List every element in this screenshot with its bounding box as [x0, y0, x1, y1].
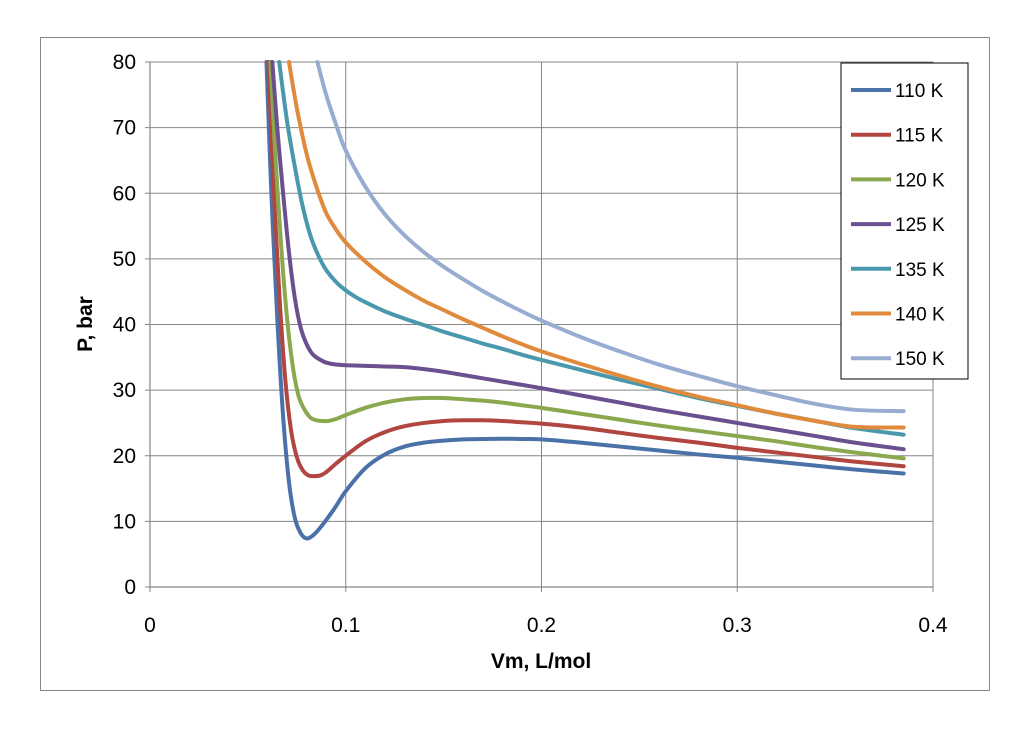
y-tick-label: 50 — [113, 248, 136, 271]
legend-box — [840, 62, 969, 380]
legend-item: 150 K — [851, 349, 945, 370]
legend-label: 140 K — [895, 305, 945, 326]
legend: 110 K 115 K 120 K 125 K 135 K 140 K 150 K — [840, 62, 969, 380]
y-axis-ticks: 0 10 20 30 40 50 60 70 80 — [113, 51, 136, 599]
y-tick-label: 40 — [113, 314, 136, 337]
y-axis-title: P, bar — [74, 296, 97, 352]
x-axis-title: Vm, L/mol — [491, 650, 591, 673]
plot-area — [145, 61, 934, 592]
legend-item: 125 K — [851, 215, 945, 236]
y-tick-label: 0 — [124, 576, 136, 599]
legend-item: 110 K — [851, 81, 944, 102]
series-line-135-k — [277, 60, 906, 437]
y-tick-label: 30 — [113, 379, 136, 402]
x-tick-label: 0.1 — [331, 614, 360, 637]
legend-label: 150 K — [895, 349, 945, 370]
series-line-125-k — [270, 60, 906, 452]
y-tick-label: 10 — [113, 510, 136, 533]
x-tick-label: 0 — [144, 614, 156, 637]
legend-item: 120 K — [851, 170, 945, 191]
series-line-115-k — [266, 60, 906, 479]
x-axis-ticks: 0 0.1 0.2 0.3 0.4 — [144, 614, 948, 637]
legend-label: 115 K — [895, 126, 944, 147]
chart-frame — [40, 37, 990, 691]
x-tick-label: 0.4 — [918, 614, 948, 637]
legend-label: 110 K — [895, 81, 944, 102]
legend-label: 135 K — [895, 260, 945, 281]
legend-item: 135 K — [851, 260, 945, 281]
y-tick-label: 80 — [113, 51, 136, 74]
y-tick-label: 70 — [113, 117, 136, 140]
series-line-110-k — [264, 60, 906, 541]
y-tick-label: 60 — [113, 182, 136, 205]
legend-item: 140 K — [851, 305, 945, 326]
legend-item: 115 K — [851, 126, 944, 147]
y-tick-label: 20 — [113, 445, 136, 468]
legend-label: 125 K — [895, 215, 945, 236]
x-tick-label: 0.2 — [527, 614, 556, 637]
series-line-140-k — [286, 60, 906, 430]
series-layer — [264, 60, 906, 541]
series-line-150-k — [315, 60, 906, 414]
series-line-120-k — [268, 60, 906, 461]
legend-label: 120 K — [895, 170, 945, 191]
x-tick-label: 0.3 — [723, 614, 752, 637]
